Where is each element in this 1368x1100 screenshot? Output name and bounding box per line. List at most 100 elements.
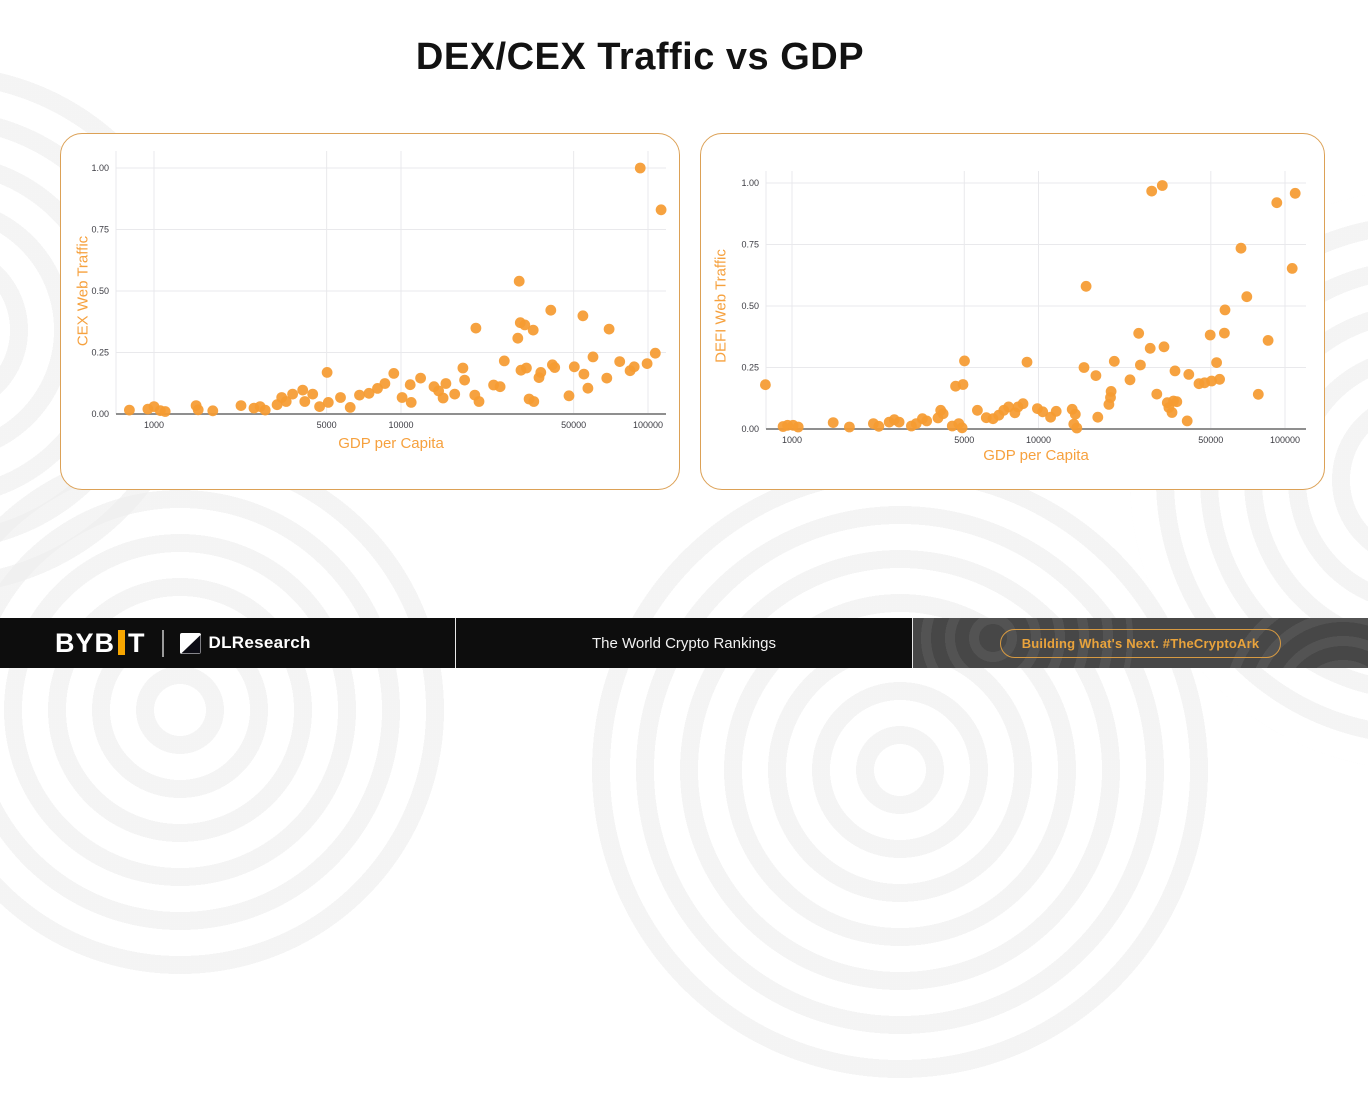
y-tick-label: 0.50: [91, 286, 109, 296]
data-point: [1156, 180, 1168, 191]
x-tick-label: 100000: [1270, 435, 1300, 445]
y-tick-label: 0.25: [91, 348, 109, 358]
bybit-logo-text: BYB: [55, 627, 116, 658]
data-point: [1037, 406, 1049, 418]
data-point: [299, 396, 311, 407]
data-point: [956, 422, 968, 434]
data-point: [1144, 342, 1156, 354]
data-point: [634, 162, 646, 174]
background-swirl-decoration: [0, 430, 460, 990]
bybit-logo-text: T: [128, 627, 146, 658]
x-tick-label: 5000: [954, 435, 974, 445]
cex-chart-card: 1000 5000 10000 50000 100000 0.00 0.25 0.50 0.75…: [60, 133, 680, 490]
dlresearch-logo-text: DLResearch: [208, 633, 311, 652]
data-point: [415, 372, 426, 384]
footer-brand-section: BYB T DLResearch: [0, 618, 455, 668]
x-tick-label: 10000: [1026, 435, 1051, 445]
y-tick-label: 1.00: [741, 178, 759, 188]
bybit-logo-bar-icon: [118, 629, 126, 655]
data-point: [549, 362, 561, 373]
data-point: [470, 322, 482, 334]
data-point: [893, 416, 905, 428]
data-point: [1071, 422, 1083, 434]
data-point: [1080, 280, 1092, 292]
data-point: [314, 401, 325, 412]
data-point: [457, 362, 469, 374]
data-point: [322, 397, 334, 408]
data-point: [449, 388, 461, 400]
data-point: [827, 417, 839, 428]
data-point: [344, 402, 356, 413]
footer-divider: [455, 618, 456, 668]
data-point: [1211, 357, 1222, 368]
data-point: [649, 347, 661, 359]
cex-y-axis-title: CEX Web Traffic: [74, 235, 92, 347]
data-point: [1169, 365, 1181, 377]
data-point: [601, 372, 613, 384]
data-point: [512, 332, 524, 344]
data-point: [259, 404, 271, 416]
data-point: [535, 367, 547, 378]
y-tick-label: 0.25: [741, 363, 759, 373]
data-point: [159, 406, 171, 417]
x-tick-label: 50000: [561, 420, 586, 430]
data-point: [641, 358, 653, 369]
data-point: [844, 421, 855, 433]
data-point: [473, 396, 485, 407]
data-point: [563, 390, 575, 402]
data-point: [124, 404, 135, 416]
data-point: [1181, 415, 1193, 427]
data-point: [1204, 329, 1216, 341]
data-point: [363, 387, 375, 399]
footer-center-section: The World Crypto Rankings: [456, 618, 912, 668]
data-point: [519, 319, 531, 331]
data-point: [1271, 197, 1283, 209]
data-point: [440, 378, 452, 389]
data-point: [937, 408, 949, 420]
data-point: [404, 379, 416, 391]
x-tick-label: 1000: [782, 435, 802, 445]
data-point: [1021, 356, 1033, 368]
data-point: [603, 323, 615, 335]
logo-divider: [161, 629, 164, 657]
data-point: [437, 392, 449, 404]
y-tick-label: 0.75: [741, 240, 759, 250]
data-point: [1151, 388, 1163, 400]
data-point: [388, 368, 400, 379]
data-point: [521, 362, 532, 374]
data-point: [1133, 327, 1145, 339]
data-point: [1219, 327, 1230, 339]
data-point: [1146, 185, 1158, 197]
data-point: [1050, 405, 1062, 417]
dlresearch-icon: [179, 632, 201, 654]
data-point: [792, 421, 804, 433]
data-point: [628, 361, 640, 373]
page-title: DEX/CEX Traffic vs GDP: [415, 36, 865, 78]
data-point: [1262, 335, 1274, 346]
data-point: [513, 275, 525, 287]
footer-divider: [912, 618, 913, 668]
data-point: [1235, 242, 1247, 254]
data-point: [1105, 386, 1117, 397]
data-point: [760, 379, 771, 391]
data-point: [335, 392, 346, 403]
data-point: [405, 397, 417, 408]
data-point: [287, 388, 298, 400]
x-tick-label: 10000: [388, 420, 413, 430]
x-tick-label: 5000: [317, 420, 337, 430]
data-point: [1219, 304, 1231, 316]
data-point: [1241, 291, 1253, 303]
bybit-logo: BYB T: [55, 628, 146, 659]
footer-swirl-decoration: [913, 618, 1133, 668]
data-point: [235, 400, 247, 411]
data-point: [1069, 408, 1081, 420]
data-point: [192, 404, 204, 416]
data-point: [207, 405, 219, 417]
defi-scatter-plot: 1000 5000 10000 50000 100000 0.00 0.25 0.50 0.75…: [741, 171, 1306, 445]
defi-chart-card: 1000 5000 10000 50000 100000 0.00 0.25 0.50 0.75…: [700, 133, 1325, 490]
data-point: [1171, 396, 1183, 408]
data-point: [297, 384, 309, 396]
cex-x-axis-title: GDP per Capita: [338, 435, 444, 452]
data-point: [972, 404, 983, 416]
x-tick-label: 100000: [633, 420, 663, 430]
